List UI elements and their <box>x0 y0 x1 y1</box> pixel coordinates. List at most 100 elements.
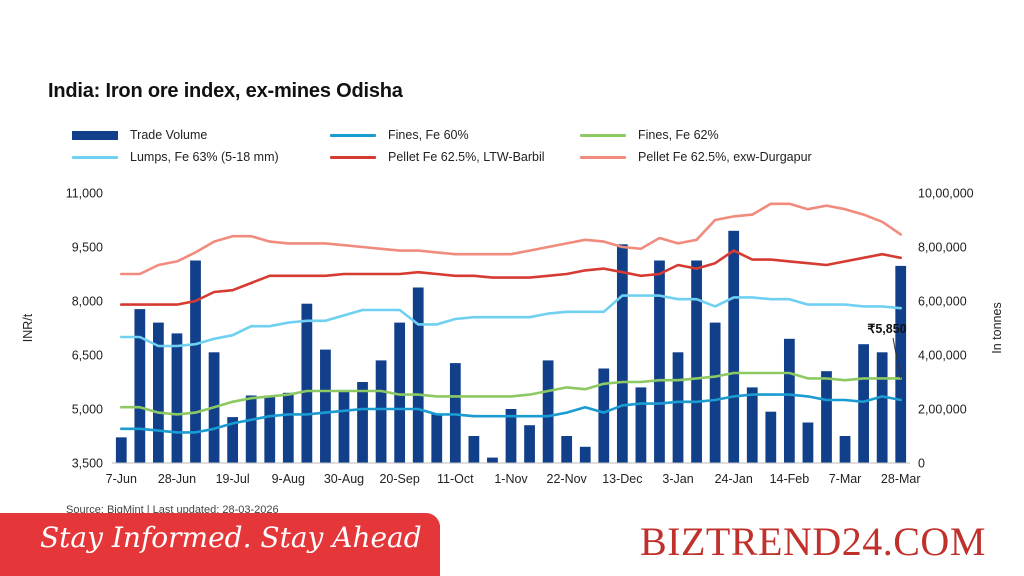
bar-trade-volume-23 <box>542 360 554 463</box>
bar-trade-volume-4 <box>190 260 201 463</box>
bar-trade-volume-3 <box>171 333 183 463</box>
y-tick-label-1: 5,000 <box>72 403 103 417</box>
y-tick-label-0: 3,500 <box>72 457 103 471</box>
bar-trade-volume-26 <box>598 368 610 463</box>
bar-trade-volume-17 <box>431 414 443 463</box>
line-lumps-63 <box>120 294 903 348</box>
x-tick-label-3: 9-Aug <box>272 472 305 486</box>
bar-trade-volume-16 <box>412 287 424 463</box>
bar-trade-volume-20 <box>487 457 498 463</box>
x-tick-label-6: 11-Oct <box>437 472 474 486</box>
annotation-label: ₹5,850 <box>867 322 906 336</box>
y2-tick-label-2: 4,00,000 <box>918 349 967 363</box>
bar-trade-volume-18 <box>449 363 461 463</box>
bar-trade-volume-6 <box>227 417 239 463</box>
x-tick-label-1: 28-Jun <box>158 472 196 486</box>
brand-logo-text: BIZTREND24.COM <box>640 519 986 564</box>
bar-trade-volume-34 <box>746 387 758 463</box>
x-tick-label-2: 19-Jul <box>216 472 250 486</box>
line-fines-62 <box>120 371 903 416</box>
bar-trade-volume-8 <box>264 395 276 463</box>
legend-item-lumps-63: Lumps, Fe 63% (5-18 mm) <box>72 150 279 164</box>
legend-swatch-pellet-durgapur <box>580 155 626 159</box>
annotation-leader-line <box>892 337 902 379</box>
bar-trade-volume-21 <box>505 409 517 463</box>
legend-label-fines-60: Fines, Fe 60% <box>388 128 469 142</box>
line-fines-60 <box>120 393 903 434</box>
chart-title: India: Iron ore index, ex-mines Odisha <box>48 80 403 102</box>
bar-trade-volume-1 <box>134 309 146 463</box>
bar-trade-volume-10 <box>301 303 313 463</box>
legend-swatch-pellet-barbil <box>330 155 376 159</box>
bar-trade-volume-25 <box>579 446 591 463</box>
bar-trade-volume-13 <box>357 382 368 463</box>
x-tick-label-5: 20-Sep <box>379 472 419 486</box>
legend-item-fines-62: Fines, Fe 62% <box>580 128 719 142</box>
legend-swatch-trade-volume <box>72 130 118 140</box>
y-tick-label-2: 6,500 <box>72 349 103 363</box>
bar-trade-volume-12 <box>338 390 350 463</box>
bar-trade-volume-14 <box>375 360 387 463</box>
x-tick-label-0: 7-Jun <box>106 472 137 486</box>
legend-item-trade-volume: Trade Volume <box>72 128 207 142</box>
bar-trade-volume-7 <box>245 395 257 463</box>
y2-tick-label-1: 2,00,000 <box>918 403 967 417</box>
x-tick-label-7: 1-Nov <box>494 472 528 486</box>
y2-axis-title: In tonnes <box>990 302 1004 353</box>
legend-label-pellet-durgapur: Pellet Fe 62.5%, exw-Durgapur <box>638 150 812 164</box>
bar-trade-volume-40 <box>858 344 869 463</box>
bar-trade-volume-11 <box>320 349 331 463</box>
bar-trade-volume-36 <box>783 338 795 463</box>
legend-label-fines-62: Fines, Fe 62% <box>638 128 719 142</box>
legend-label-pellet-barbil: Pellet Fe 62.5%, LTW-Barbil <box>388 150 545 164</box>
line-pellet-durgapur <box>120 202 903 276</box>
bar-trade-volume-41 <box>876 352 888 463</box>
bar-trade-volume-19 <box>468 436 480 463</box>
y-axis-title: INR/t <box>21 313 35 342</box>
bar-trade-volume-37 <box>802 422 814 463</box>
y-tick-label-4: 9,500 <box>72 241 103 255</box>
bar-trade-volume-15 <box>394 322 406 463</box>
bar-trade-volume-33 <box>728 230 740 463</box>
y2-tick-label-3: 6,00,000 <box>918 295 967 309</box>
bar-trade-volume-24 <box>561 436 573 463</box>
x-tick-label-4: 30-Aug <box>324 472 364 486</box>
x-tick-label-8: 22-Nov <box>547 472 588 486</box>
legend-item-fines-60: Fines, Fe 60% <box>330 128 469 142</box>
bar-trade-volume-39 <box>839 436 851 463</box>
legend-swatch-lumps-63 <box>72 155 118 159</box>
x-tick-label-14: 28-Mar <box>881 472 921 486</box>
legend-label-trade-volume: Trade Volume <box>130 128 208 142</box>
bar-trade-volume-31 <box>691 260 702 463</box>
x-tick-label-12: 14-Feb <box>770 472 810 486</box>
bar-trade-volume-0 <box>115 437 127 463</box>
footer-brand-area <box>440 513 1024 576</box>
bar-trade-volume-22 <box>524 425 535 463</box>
footer-tagline: Stay Informed. Stay Ahead <box>40 521 422 554</box>
y-tick-label-5: 11,000 <box>66 187 103 201</box>
bar-trade-volume-2 <box>153 322 164 463</box>
x-tick-label-13: 7-Mar <box>829 472 862 486</box>
bar-trade-volume-38 <box>821 371 832 463</box>
y-tick-label-3: 8,000 <box>72 295 103 309</box>
bar-trade-volume-35 <box>765 411 777 463</box>
bar-trade-volume-28 <box>635 387 647 463</box>
bar-trade-volume-9 <box>282 392 294 463</box>
bar-trade-volume-29 <box>654 260 665 463</box>
legend-swatch-fines-60 <box>330 133 376 137</box>
x-tick-label-9: 13-Dec <box>602 472 642 486</box>
legend-item-pellet-barbil: Pellet Fe 62.5%, LTW-Barbil <box>330 150 545 164</box>
bar-trade-volume-42 <box>895 265 907 463</box>
legend-swatch-fines-62 <box>580 133 626 137</box>
legend-item-pellet-durgapur: Pellet Fe 62.5%, exw-Durgapur <box>580 150 812 164</box>
bar-trade-volume-30 <box>672 352 684 463</box>
y2-tick-label-0: 0 <box>918 457 925 471</box>
bar-trade-volume-32 <box>709 322 721 463</box>
y2-tick-label-5: 10,00,000 <box>918 187 974 201</box>
x-tick-label-11: 24-Jan <box>715 472 753 486</box>
bar-trade-volume-27 <box>616 244 628 463</box>
y2-tick-label-4: 8,00,000 <box>918 241 967 255</box>
line-pellet-barbil <box>120 249 903 306</box>
legend-label-lumps-63: Lumps, Fe 63% (5-18 mm) <box>130 150 279 164</box>
